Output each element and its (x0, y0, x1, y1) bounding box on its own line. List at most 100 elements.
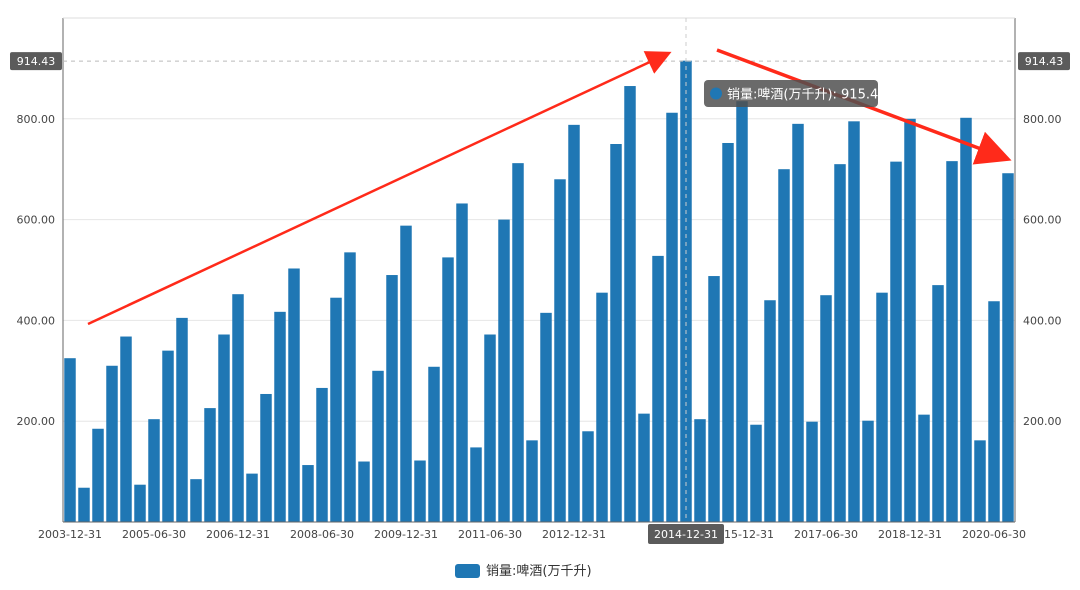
bar[interactable] (750, 424, 762, 522)
bar[interactable] (540, 312, 552, 522)
bar[interactable] (134, 484, 146, 522)
bar[interactable] (428, 366, 440, 522)
x-tick-label: 2009-12-31 (374, 528, 438, 541)
bar[interactable] (274, 311, 286, 522)
bar[interactable] (414, 460, 426, 522)
x-tick-label: 2012-12-31 (542, 528, 606, 541)
trend-arrow-up (87, 51, 672, 326)
bar[interactable] (946, 161, 958, 522)
reference-tag-label: 914.43 (1025, 55, 1064, 68)
bar[interactable] (708, 276, 720, 522)
bar[interactable] (148, 419, 160, 522)
bar[interactable] (316, 387, 328, 522)
reference-tag-right (1018, 52, 1070, 71)
bar[interactable] (736, 101, 748, 522)
bar[interactable] (456, 203, 468, 522)
bar[interactable] (260, 393, 272, 522)
x-tick-label: 2018-12-31 (878, 528, 942, 541)
bar[interactable] (64, 358, 76, 522)
bar[interactable] (694, 419, 706, 522)
bar[interactable] (610, 144, 622, 522)
bar[interactable] (806, 421, 818, 522)
y-tick-label-right: 600.00 (1023, 214, 1062, 227)
bar[interactable] (862, 420, 874, 522)
bar[interactable] (218, 334, 230, 522)
bar[interactable] (190, 479, 202, 522)
bar[interactable] (932, 285, 944, 522)
bar[interactable] (120, 336, 132, 522)
bar[interactable] (778, 169, 790, 522)
y-tick-label-left: 800.00 (17, 113, 56, 126)
x-tick-label: 2006-12-31 (206, 528, 270, 541)
reference-tag-left (10, 52, 62, 71)
bar[interactable] (400, 225, 412, 522)
y-tick-label-left: 600.00 (17, 214, 56, 227)
bar[interactable] (498, 219, 510, 522)
bar[interactable] (554, 179, 566, 522)
bar[interactable] (666, 112, 678, 522)
bar[interactable] (512, 163, 524, 522)
overlay: 914.43 914.43 2014-12-31 销量:啤酒(万千升): 915.4 (10, 18, 1070, 544)
x-tick-label: 2008-06-30 (290, 528, 354, 541)
axes: 200.00 200.00 400.00 400.00 600.00 600.00 800.… (17, 17, 1062, 541)
bar[interactable] (834, 164, 846, 522)
x-tick-label: 2020-06-30 (962, 528, 1026, 541)
y-tick-label-right: 800.00 (1023, 113, 1062, 126)
bar[interactable] (246, 473, 258, 522)
bar[interactable] (176, 317, 188, 522)
y-tick-label-left: 200.00 (17, 415, 56, 428)
y-tick-label-right: 400.00 (1023, 314, 1062, 327)
x-tick-label: 2005-06-30 (122, 528, 186, 541)
tooltip-text: 销量:啤酒(万千升): 915.4 (727, 88, 878, 103)
tooltip-box (704, 80, 878, 107)
bar[interactable] (372, 370, 384, 522)
bar[interactable] (876, 292, 888, 522)
bar[interactable] (792, 123, 804, 522)
bar[interactable] (582, 431, 594, 522)
bar[interactable] (232, 294, 244, 522)
bar[interactable] (918, 414, 930, 522)
x-tick-label: 2003-12-31 (38, 528, 102, 541)
x-tick-label: 2011-06-30 (458, 528, 522, 541)
bar[interactable] (722, 142, 734, 523)
legend[interactable]: 销量:啤酒(万千升) (455, 564, 592, 579)
bar[interactable] (162, 350, 174, 522)
bar[interactable] (204, 408, 216, 522)
x-tick-label: 2015-12-31 (710, 528, 774, 541)
legend-label: 销量:啤酒(万千升) (486, 564, 592, 579)
bar[interactable] (596, 292, 608, 522)
bar[interactable] (344, 252, 356, 523)
tooltip: 销量:啤酒(万千升): 915.4 (704, 80, 878, 107)
bar[interactable] (988, 301, 1000, 522)
bar[interactable] (92, 428, 104, 522)
bar[interactable] (106, 365, 118, 522)
y-tick-label-right: 200.00 (1023, 415, 1062, 428)
legend-item[interactable]: 销量:啤酒(万千升) (455, 564, 592, 579)
bar[interactable] (78, 487, 90, 522)
bar[interactable] (470, 447, 482, 522)
bar[interactable] (890, 161, 902, 522)
bar[interactable] (960, 117, 972, 522)
bar[interactable] (652, 255, 664, 522)
bar[interactable] (484, 334, 496, 522)
bar[interactable] (904, 118, 916, 523)
bar-series (64, 60, 1014, 523)
x-highlight-tag (648, 524, 724, 544)
bar[interactable] (526, 440, 538, 522)
bar[interactable] (764, 300, 776, 522)
x-tick-label: 2017-06-30 (794, 528, 858, 541)
bar[interactable] (1002, 173, 1014, 523)
bar[interactable] (386, 275, 398, 522)
bar[interactable] (624, 86, 636, 522)
bar[interactable] (638, 413, 650, 522)
bar[interactable] (820, 295, 832, 522)
bar[interactable] (974, 440, 986, 522)
y-tick-label-left: 400.00 (17, 314, 56, 327)
bar[interactable] (330, 297, 342, 522)
bar[interactable] (302, 465, 314, 522)
bar[interactable] (442, 257, 454, 522)
bar[interactable] (568, 124, 580, 522)
bar[interactable] (288, 268, 300, 522)
bar[interactable] (358, 461, 370, 522)
bar[interactable] (848, 121, 860, 522)
